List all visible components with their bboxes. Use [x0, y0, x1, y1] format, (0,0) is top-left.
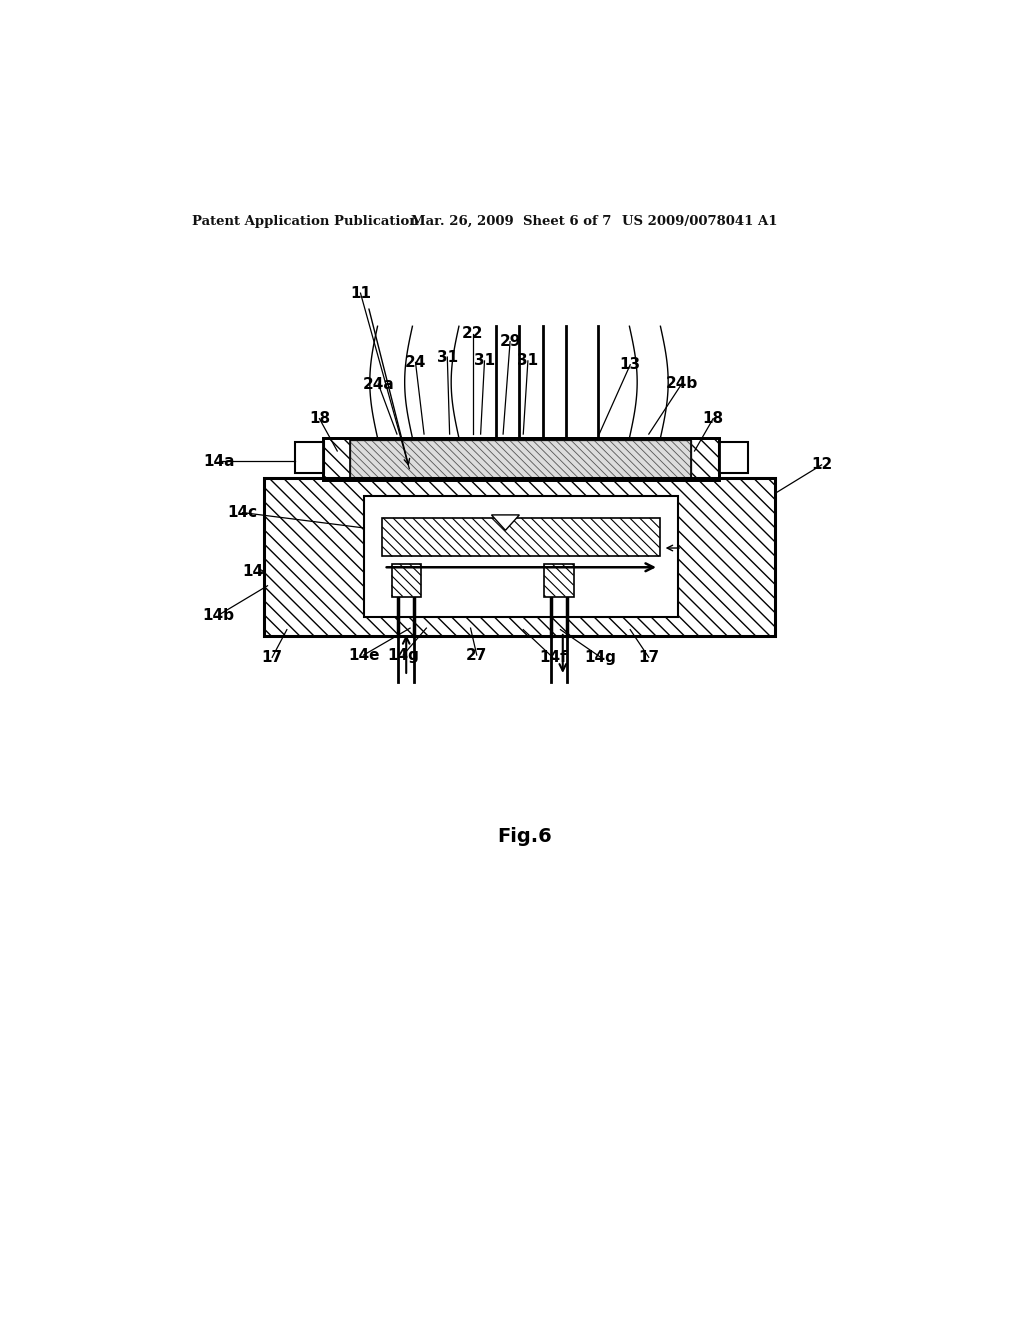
Text: 14e: 14e [348, 648, 379, 663]
Text: 14b: 14b [203, 607, 234, 623]
Text: 13: 13 [620, 358, 641, 372]
Bar [350, 441, 691, 478]
Text: 17: 17 [638, 649, 659, 665]
Text: 14g: 14g [387, 648, 419, 663]
Bar [365, 496, 678, 616]
Text: 14a: 14a [203, 454, 234, 469]
Bar [324, 438, 719, 480]
Text: 11: 11 [350, 285, 371, 301]
Bar [382, 517, 659, 557]
Text: 14c: 14c [227, 506, 258, 520]
Text: 14g: 14g [585, 649, 616, 665]
Bar [544, 564, 573, 597]
Text: 24: 24 [404, 355, 426, 370]
Text: 31: 31 [474, 354, 495, 368]
Text: 18: 18 [702, 411, 724, 426]
Bar [263, 478, 775, 636]
Bar [391, 564, 421, 597]
Text: Patent Application Publication: Patent Application Publication [191, 215, 418, 228]
Text: 31: 31 [517, 354, 539, 368]
Text: 14: 14 [243, 565, 263, 579]
Text: 27: 27 [466, 648, 487, 663]
Text: Mar. 26, 2009  Sheet 6 of 7: Mar. 26, 2009 Sheet 6 of 7 [411, 215, 611, 228]
Text: Fig.6: Fig.6 [498, 826, 552, 846]
Bar [295, 442, 324, 474]
Bar [263, 478, 775, 636]
Text: 24b: 24b [666, 376, 698, 391]
Text: 24a: 24a [362, 376, 394, 392]
Text: 18: 18 [309, 411, 330, 426]
Bar [719, 442, 748, 474]
Text: 17: 17 [261, 649, 283, 665]
Polygon shape [492, 515, 519, 531]
Text: 12: 12 [811, 457, 833, 473]
Text: US 2009/0078041 A1: US 2009/0078041 A1 [622, 215, 777, 228]
Bar [350, 441, 691, 478]
Text: 29: 29 [500, 334, 521, 350]
Bar [324, 438, 719, 480]
Text: 22: 22 [462, 326, 483, 342]
Text: 31: 31 [437, 350, 458, 364]
Text: 14f: 14f [539, 649, 566, 665]
